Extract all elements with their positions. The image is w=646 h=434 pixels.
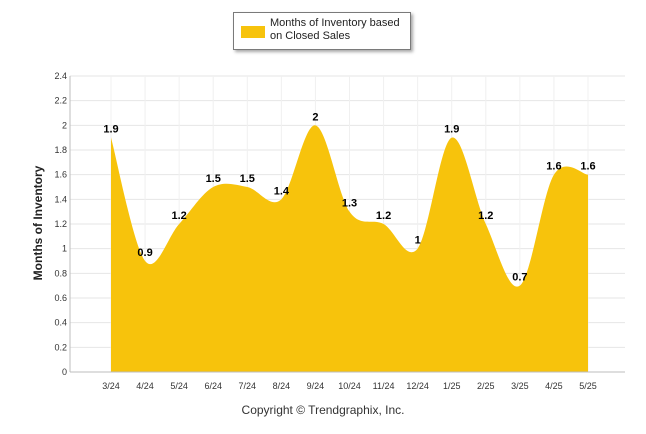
legend-swatch xyxy=(241,26,265,38)
x-tick-label: 3/25 xyxy=(511,381,529,391)
data-label: 1.4 xyxy=(274,185,290,197)
x-tick-label: 1/25 xyxy=(443,381,461,391)
x-tick-label: 11/24 xyxy=(373,381,395,391)
data-label: 1.9 xyxy=(103,124,118,136)
y-tick-label: 0.8 xyxy=(54,268,67,278)
legend: Months of Inventory based on Closed Sale… xyxy=(233,12,411,50)
data-label: 1.2 xyxy=(376,210,391,222)
y-tick-label: 2.2 xyxy=(54,96,67,106)
x-tick-label: 7/24 xyxy=(239,381,257,391)
x-tick-label: 12/24 xyxy=(406,381,429,391)
data-label: 1.2 xyxy=(171,210,186,222)
data-label: 1.3 xyxy=(342,198,357,210)
x-tick-label: 4/25 xyxy=(545,381,563,391)
data-labels: 1.9 0.9 1.2 1.5 1.5 1.4 2 1.3 1.2 1 1.9 1.2 0.7 1.6 1.… xyxy=(103,111,595,283)
area-series xyxy=(110,125,589,373)
area-fill xyxy=(111,125,588,373)
axes: 0 0.2 0.4 0.6 0.8 1 1.2 1.4 1.6 1.8 2 2.2 2.4 3/24 4/2… xyxy=(54,71,625,391)
y-tick-label: 2.4 xyxy=(54,71,67,81)
x-tick-label: 3/24 xyxy=(102,381,120,391)
data-label: 1.6 xyxy=(546,161,561,173)
x-tick-label: 2/25 xyxy=(477,381,495,391)
data-label: 0.7 xyxy=(512,272,527,284)
y-tick-label: 2 xyxy=(62,120,67,130)
y-tick-label: 1.8 xyxy=(54,145,67,155)
x-tick-label: 8/24 xyxy=(273,381,291,391)
data-label: 1 xyxy=(415,235,421,247)
y-tick-label: 0.6 xyxy=(54,293,67,303)
y-tick-label: 1.4 xyxy=(54,194,67,204)
x-tick-label: 5/24 xyxy=(170,381,188,391)
data-label: 0.9 xyxy=(137,247,152,259)
legend-label: Months of Inventory based on Closed Sale… xyxy=(270,17,400,42)
x-tick-label: 5/25 xyxy=(579,381,597,391)
copyright-text: Copyright © Trendgraphix, Inc. xyxy=(241,403,405,417)
y-tick-label: 1 xyxy=(62,244,67,254)
data-label: 1.5 xyxy=(240,173,255,185)
y-axis-title: Months of Inventory xyxy=(31,165,45,280)
data-label: 1.2 xyxy=(478,210,493,222)
data-label: 2 xyxy=(312,111,318,123)
y-tick-label: 0 xyxy=(62,367,67,377)
x-tick-label: 6/24 xyxy=(204,381,222,391)
y-tick-label: 1.6 xyxy=(54,170,67,180)
x-tick-label: 9/24 xyxy=(307,381,325,391)
y-tick-label: 0.4 xyxy=(54,318,67,328)
y-tick-label: 0.2 xyxy=(54,342,67,352)
data-label: 1.6 xyxy=(580,161,595,173)
x-tick-label: 4/24 xyxy=(136,381,154,391)
y-tick-label: 1.2 xyxy=(54,219,67,229)
data-label: 1.5 xyxy=(206,173,221,185)
x-tick-label: 10/24 xyxy=(338,381,361,391)
data-label: 1.9 xyxy=(444,124,459,136)
